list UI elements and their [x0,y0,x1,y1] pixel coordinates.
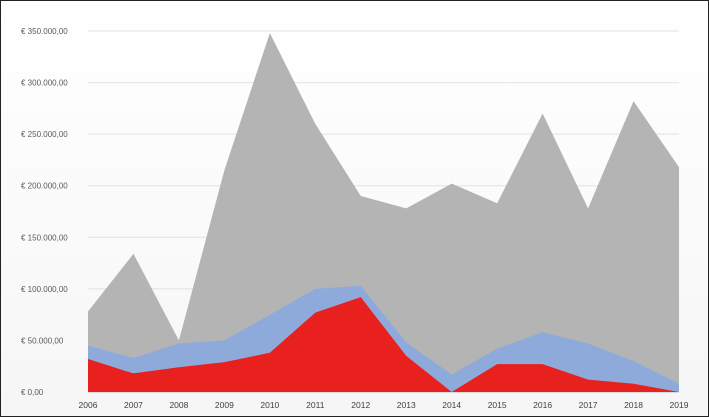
y-tick-label: € 100.000,00 [21,285,68,294]
x-tick-label: 2016 [533,400,552,410]
x-tick-label: 2008 [169,400,188,410]
x-tick-label: 2017 [579,400,598,410]
y-tick-label: € 200.000,00 [21,182,68,191]
x-tick-label: 2006 [79,400,98,410]
x-tick-label: 2011 [306,400,325,410]
x-tick-label: 2009 [215,400,234,410]
x-tick-label: 2012 [351,400,370,410]
x-tick-label: 2019 [670,400,689,410]
x-tick-label: 2015 [488,400,507,410]
x-axis-tick-labels: 2006 2007 2008 2009 2010 2011 2012 2013 2014 2015… [79,400,689,410]
y-axis-tick-labels: € 0,00 € 50.000,00 € 100.000,00 € 150.000,0… [21,27,68,397]
x-tick-label: 2014 [442,400,461,410]
y-tick-label: € 250.000,00 [21,130,68,139]
y-tick-label: € 300.000,00 [21,79,68,88]
y-tick-label: € 0,00 [21,388,44,397]
series-areas [88,33,679,392]
y-tick-label: € 50.000,00 [21,336,64,345]
x-tick-label: 2018 [624,400,643,410]
y-tick-label: € 350.000,00 [21,27,68,36]
x-tick-label: 2010 [260,400,279,410]
x-tick-label: 2007 [124,400,143,410]
y-tick-label: € 150.000,00 [21,233,68,242]
area-series-3 [88,297,679,392]
x-tick-label: 2013 [397,400,416,410]
area-series-1 [88,33,679,392]
